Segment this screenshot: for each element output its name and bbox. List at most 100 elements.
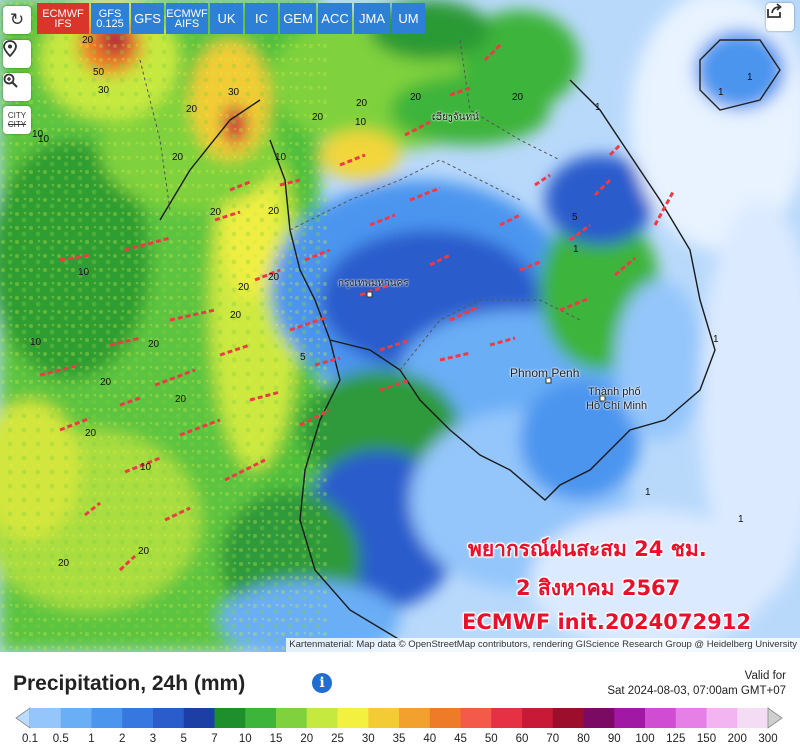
model-button-jma[interactable]: JMA xyxy=(354,3,390,34)
map-canvas: 20 10 30 50 20 20 30 20 10 10 20 20 20 2… xyxy=(0,0,800,652)
precipitation-map[interactable]: 20 10 30 50 20 20 30 20 10 10 20 20 20 2… xyxy=(0,0,800,652)
contour-label: 5 xyxy=(572,212,578,223)
scale-swatch xyxy=(491,708,523,728)
scale-tick-label: 2 xyxy=(119,733,126,745)
scale-tick-label: 3 xyxy=(149,733,157,745)
contour-label: 10 xyxy=(30,337,42,348)
contour-label: 20 xyxy=(512,92,524,103)
wind-arrows xyxy=(39,43,675,572)
contour-label: 20 xyxy=(186,104,198,115)
magnifier-icon xyxy=(3,73,18,88)
hainan-coast xyxy=(699,39,781,111)
scale-tick-label: 5 xyxy=(180,733,187,745)
phnom-penh-marker xyxy=(545,377,552,384)
scale-swatch xyxy=(399,708,431,728)
contour-label: 50 xyxy=(93,67,105,78)
scale-swatch xyxy=(706,708,738,728)
share-button[interactable] xyxy=(766,3,794,31)
scale-tick-label: 200 xyxy=(727,733,747,745)
contour-label: 20 xyxy=(85,428,97,439)
scale-swatch xyxy=(368,708,400,728)
hcm-label-1: Thành phố xyxy=(588,386,641,398)
refresh-button[interactable]: ↻ xyxy=(3,6,31,34)
scale-tick-label: 45 xyxy=(454,733,467,745)
contour-label: 10 xyxy=(78,267,90,278)
valid-time-box: Valid for Sat 2024-08-03, 07:00am GMT+07 xyxy=(607,669,786,699)
scale-tick-label: 7 xyxy=(211,733,218,745)
model-button-gfs-0.125[interactable]: GFS 0.125 xyxy=(91,3,129,34)
vientiane-label: ເວียງจันทน์ xyxy=(432,112,479,123)
scale-tick-label: 30 xyxy=(361,733,375,745)
scale-tick-label: 0.5 xyxy=(52,733,69,745)
hcm-label-2: Hồ Chí Minh xyxy=(586,400,648,412)
city-strike-label: CITY xyxy=(7,120,27,129)
model-init-text: ECMWF init.2024072912 xyxy=(462,610,751,634)
contour-label: 20 xyxy=(82,35,94,46)
scale-tick-label: 0.1 xyxy=(22,733,38,745)
model-button-ic[interactable]: IC xyxy=(245,3,278,34)
scale-tick-label: 90 xyxy=(607,733,621,745)
contour-label: 20 xyxy=(100,377,112,388)
model-button-ecmwf-ifs[interactable]: ECMWF IFS xyxy=(37,3,89,34)
contour-label: 20 xyxy=(148,339,160,350)
contour-label: 20 xyxy=(410,92,422,103)
scale-swatch xyxy=(337,708,369,728)
scale-swatch xyxy=(276,708,308,728)
contour-label: 10 xyxy=(32,129,44,140)
scale-swatch xyxy=(245,708,277,728)
info-icon[interactable]: i xyxy=(312,673,332,693)
scale-tick-label: 50 xyxy=(484,733,498,745)
scale-swatch xyxy=(306,708,338,728)
bangkok-marker xyxy=(366,291,373,298)
contour-label: 20 xyxy=(268,272,280,283)
model-button-gfs[interactable]: GFS xyxy=(131,3,164,34)
contour-label: 20 xyxy=(238,282,250,293)
contour-label: 1 xyxy=(573,244,579,255)
scale-tick-label: 15 xyxy=(269,733,283,745)
scale-swatch xyxy=(552,708,584,728)
city-label: CITY xyxy=(7,111,27,120)
model-button-uk[interactable]: UK xyxy=(210,3,243,34)
model-button-gem[interactable]: GEM xyxy=(280,3,316,34)
contour-label: 20 xyxy=(312,112,324,123)
model-button-acc[interactable]: ACC xyxy=(318,3,352,34)
bangkok-label: กรุงเทพมหานคร xyxy=(338,278,409,289)
contour-label: 1 xyxy=(713,334,719,345)
contour-labels: 20 10 30 50 20 20 30 20 10 10 20 20 20 2… xyxy=(30,35,753,623)
contour-label: 1 xyxy=(747,72,753,83)
scale-tick-label: 125 xyxy=(666,733,686,745)
location-pin-icon xyxy=(3,40,17,57)
model-button-um[interactable]: UM xyxy=(392,3,425,34)
location-button[interactable] xyxy=(3,40,31,68)
forecast-date-thai: 2 สิงหาคม 2567 xyxy=(516,576,681,600)
legend-title: Precipitation, 24h (mm) xyxy=(13,672,246,695)
contour-label: 5 xyxy=(300,352,306,363)
scale-swatch xyxy=(30,708,62,728)
scale-tick-label: 70 xyxy=(546,733,560,745)
model-button-ecmwf-aifs[interactable]: ECMWF AIFS xyxy=(166,3,208,34)
contour-label: 20 xyxy=(175,394,187,405)
contour-label: 30 xyxy=(98,85,110,96)
scale-swatch xyxy=(645,708,677,728)
contour-label: 1 xyxy=(718,87,724,98)
scale-tick-label: 80 xyxy=(577,733,590,745)
scale-swatch xyxy=(60,708,92,728)
scale-swatch xyxy=(122,708,154,728)
scale-swatch xyxy=(737,708,769,728)
contour-label: 1 xyxy=(645,487,651,498)
scale-swatch xyxy=(214,708,246,728)
scale-tick-label: 10 xyxy=(238,733,252,745)
scale-swatch xyxy=(583,708,615,728)
city-toggle-button[interactable]: CITY CITY xyxy=(3,106,31,134)
scale-tick-label: 300 xyxy=(758,733,778,745)
scale-swatch xyxy=(460,708,492,728)
zoom-button[interactable] xyxy=(3,73,31,101)
contour-label: 20 xyxy=(138,546,150,557)
contour-label: 20 xyxy=(356,98,368,109)
contour-label: 20 xyxy=(230,310,242,321)
map-attribution: Kartenmaterial: Map data © OpenStreetMap… xyxy=(286,638,800,652)
forecast-title-thai: พยากรณ์ฝนสะสม 24 ชม. xyxy=(468,537,707,561)
phnom-penh-label: Phnom Penh xyxy=(510,366,580,380)
scale-ticks: 0.1 0.5 1 2 3 5 7 10 15 20 25 30 35 40 45 50 60 70 80 90 100… xyxy=(0,733,800,747)
contour-label: 10 xyxy=(275,152,287,163)
